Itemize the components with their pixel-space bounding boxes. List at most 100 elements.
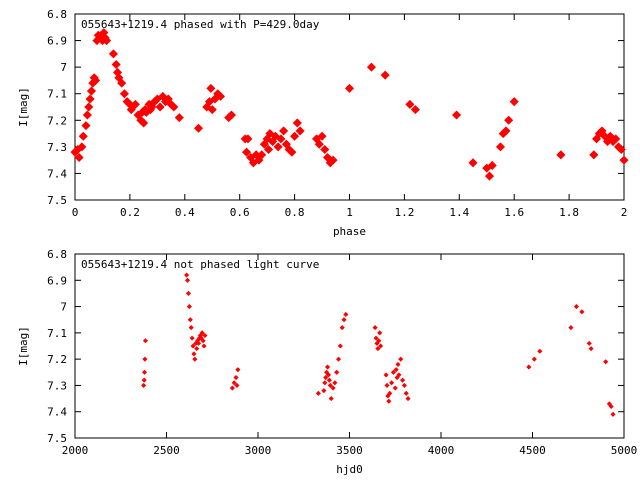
data-point — [330, 385, 336, 391]
data-point — [383, 372, 389, 378]
data-point — [184, 272, 190, 278]
x-tick-label: 3500 — [336, 444, 363, 457]
x-tick-label: 0 — [72, 206, 79, 219]
y-tick-label: 7.2 — [47, 353, 67, 366]
data-point — [619, 155, 629, 165]
y-tick-label: 7.3 — [47, 141, 67, 154]
data-point — [130, 99, 140, 109]
x-tick-label: 0.4 — [175, 206, 195, 219]
data-point — [389, 380, 395, 386]
y-tick-label: 6.8 — [47, 8, 67, 21]
data-point — [317, 131, 327, 141]
data-point — [185, 290, 192, 296]
data-point — [377, 330, 383, 336]
data-point — [378, 343, 384, 349]
data-point — [186, 304, 192, 310]
data-point — [155, 102, 165, 112]
data-point — [396, 372, 402, 378]
chart-title: 055643+1219.4 phased with P=429.0day — [81, 18, 320, 31]
y-axis-label: I[mag] — [17, 87, 30, 127]
x-tick-label: 1.8 — [559, 206, 579, 219]
data-point — [200, 338, 206, 344]
x-tick-label: 2 — [621, 206, 628, 219]
data-point — [215, 91, 226, 101]
data-point — [142, 338, 149, 344]
data-point — [393, 367, 399, 373]
data-point — [169, 102, 179, 112]
y-tick-label: 7.1 — [47, 327, 67, 340]
data-point — [184, 277, 191, 283]
data-point — [194, 346, 200, 352]
data-point — [504, 115, 514, 125]
data-point — [372, 325, 378, 331]
data-point — [386, 398, 392, 404]
data-point — [390, 369, 396, 375]
data-point — [328, 396, 334, 402]
data-point — [392, 385, 398, 391]
data-point — [142, 356, 148, 362]
x-tick-label: 2500 — [153, 444, 180, 457]
data-point — [195, 340, 202, 346]
data-point — [322, 380, 328, 386]
data-point — [375, 346, 381, 352]
x-axis-label: phase — [333, 225, 366, 238]
data-point — [325, 372, 332, 378]
data-point — [321, 388, 327, 394]
data-point — [324, 364, 331, 370]
y-axis-label: I[mag] — [17, 326, 30, 366]
data-point — [484, 171, 495, 181]
y-tick-label: 7 — [60, 61, 67, 74]
data-point — [403, 390, 409, 396]
data-point — [207, 105, 217, 115]
data-point — [117, 78, 127, 88]
data-point — [384, 382, 390, 388]
data-point — [231, 380, 237, 386]
phased-light-curve-panel: 6.8 6.9 7 7.1 7.2 7.3 7.4 7.5 0 0.2 0.4 0.6 0.8 1 1.2 1… — [17, 8, 629, 238]
data-point — [410, 105, 420, 115]
data-point — [102, 36, 112, 46]
y-tick-label: 7.5 — [47, 432, 67, 445]
data-point — [263, 144, 274, 155]
data-point — [452, 110, 462, 120]
x-tick-label: 1 — [346, 206, 353, 219]
y-tick-label: 7.4 — [47, 406, 67, 419]
data-point — [279, 126, 289, 136]
data-point — [401, 382, 407, 388]
x-tick-label: 1.2 — [394, 206, 414, 219]
data-point — [589, 150, 599, 160]
data-point — [201, 343, 207, 349]
data-point — [192, 356, 198, 362]
x-tick-label: 0.2 — [120, 206, 140, 219]
data-point — [487, 160, 497, 170]
data-point — [108, 49, 118, 59]
data-point — [509, 97, 519, 107]
data-point — [586, 340, 592, 346]
data-point — [380, 70, 390, 80]
data-point — [341, 317, 347, 323]
data-point — [91, 75, 101, 85]
data-point — [74, 152, 84, 163]
data-point — [339, 325, 345, 331]
data-point — [366, 62, 376, 72]
data-point — [376, 338, 382, 344]
x-axis-label: hjd0 — [336, 463, 363, 476]
data-point — [82, 110, 92, 120]
data-point — [387, 390, 393, 396]
data-point — [141, 382, 147, 388]
data-point — [111, 59, 121, 70]
data-point — [603, 359, 609, 365]
data-point — [292, 118, 302, 128]
data-point — [234, 382, 240, 388]
data-point — [568, 325, 574, 331]
data-point — [229, 385, 235, 391]
x-tick-label: 2000 — [62, 444, 89, 457]
data-point — [295, 126, 305, 136]
plot-frame — [74, 253, 625, 439]
data-point — [405, 396, 411, 402]
y-tick-label: 7.1 — [47, 88, 67, 101]
data-point — [373, 335, 379, 341]
x-tick-label: 3000 — [245, 444, 272, 457]
data-point — [468, 158, 478, 168]
